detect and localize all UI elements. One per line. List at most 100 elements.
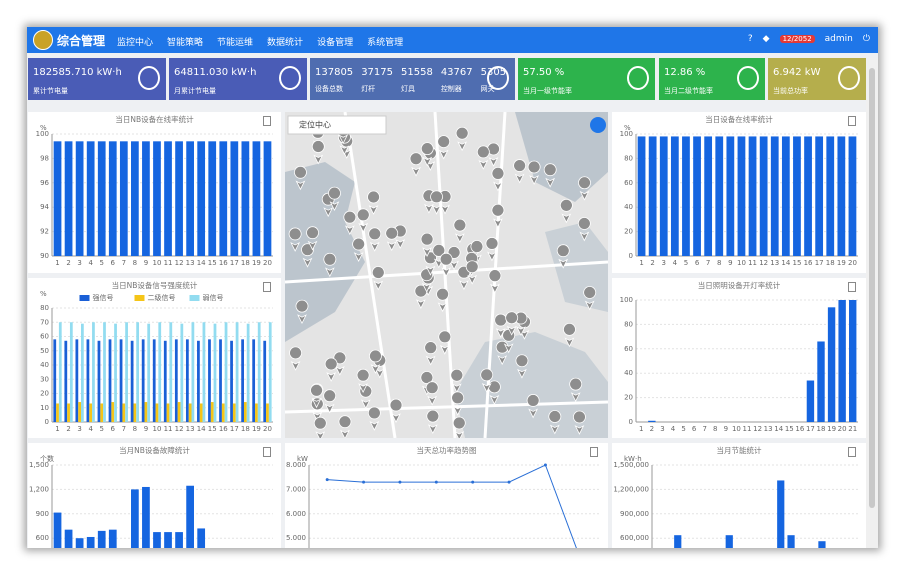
map-pin [338,415,352,438]
bar [818,541,826,548]
map[interactable]: 定位中心 [285,112,608,438]
bar [75,141,84,256]
point [471,480,475,484]
edit-button[interactable] [590,117,606,133]
bar [648,420,656,422]
bar [243,402,247,422]
doc-icon[interactable] [263,282,271,292]
bar [726,136,735,256]
map-pin [367,190,380,215]
nav-item[interactable]: 智能策略 [167,38,204,48]
bar [180,323,184,422]
bar [704,136,713,256]
x-tick-label: 2 [66,425,70,433]
map-panel[interactable]: 定位中心 [285,112,608,438]
map-pin [323,252,337,278]
map-pin [513,159,527,184]
nav-item[interactable]: 数据统计 [267,38,304,48]
y-tick-label: 8.000 [286,461,306,469]
kpi-card: 64811.030 kW·h 月累计节电量 [169,58,307,100]
map-pin [573,410,586,435]
nav-item[interactable]: 设备管理 [317,38,354,48]
bar [257,322,261,422]
x-tick-label: 6 [692,425,697,433]
user[interactable]: admin [824,34,853,44]
bar [197,528,206,548]
power-icon[interactable]: ⏻ [862,34,870,44]
map-pin [356,368,370,394]
doc-icon[interactable] [848,116,856,126]
bar [97,340,101,422]
pins [288,119,597,438]
y-tick-label: 40 [624,369,633,377]
y-tick-label: 20 [624,228,633,236]
logo [33,30,53,50]
nav-item[interactable]: 监控中心 [117,38,154,48]
search-box[interactable] [287,115,387,135]
scroll-thumb[interactable] [869,68,875,508]
x-tick-label: 4 [673,259,678,267]
x-tick-label: 20 [848,259,857,267]
y-tick-label: 96 [40,179,49,187]
doc-icon[interactable] [263,447,271,457]
bell-icon[interactable]: ◆ [762,34,770,44]
bar [125,322,128,422]
bar [185,339,189,422]
x-tick-label: 13 [186,425,195,433]
bar [174,339,178,422]
map-pin [324,357,338,382]
doc-icon[interactable] [590,447,598,457]
map-pin [457,265,471,291]
bar [199,403,203,422]
nav-item[interactable]: 节能运维 [217,38,254,48]
chart-title: 当日NB设备信号强度统计 [112,280,198,290]
kpi-card: 182585.710 kW·h 累计节电量 [28,58,166,100]
doc-icon[interactable] [848,447,856,457]
map-pin [420,142,434,167]
x-tick-label: 5 [99,425,103,433]
bar [153,532,161,548]
x-tick-label: 18 [241,259,250,267]
x-tick-label: 19 [827,425,836,433]
doc-icon[interactable] [263,116,271,126]
search-text[interactable]: 定位中心 [299,120,331,130]
bar [114,323,117,422]
bar [97,530,106,548]
bar [737,136,746,256]
x-tick-label: 4 [671,425,676,433]
nav-item[interactable]: 系统管理 [367,38,404,48]
kpi-item: 137805 设备总数 [315,67,353,94]
nav-right: ? ◆ 12/2052 admin ⏻ [748,34,870,44]
scrollbar[interactable] [866,58,878,548]
x-tick-label: 4 [88,425,93,433]
bar [86,141,95,256]
kpi-value: 43767 [440,67,473,78]
x-tick-label: 20 [263,259,272,267]
map-pin [289,346,302,371]
kpi-card: 57.50 % 当月一级节能率 [518,58,655,100]
x-tick-label: 19 [252,259,261,267]
help-icon[interactable]: ? [747,34,753,44]
bar [186,485,194,548]
bar [197,141,206,256]
legend-swatch [134,295,145,301]
map-pin [453,218,467,244]
legend-label: 二级信号 [148,293,176,302]
point [398,480,402,484]
bar [266,403,269,422]
map-pin [352,237,366,262]
badge[interactable]: 12/2052 [779,35,815,43]
x-tick-label: 20 [263,425,272,433]
x-tick-label: 9 [144,259,148,267]
doc-icon[interactable] [848,282,856,292]
bar [53,141,62,256]
bar [208,339,211,422]
bar [759,136,768,256]
x-tick-label: 13 [764,425,773,433]
x-tick-label: 11 [164,259,173,267]
x-tick-label: 12 [175,425,184,433]
y-tick-label: 600 [36,534,49,542]
